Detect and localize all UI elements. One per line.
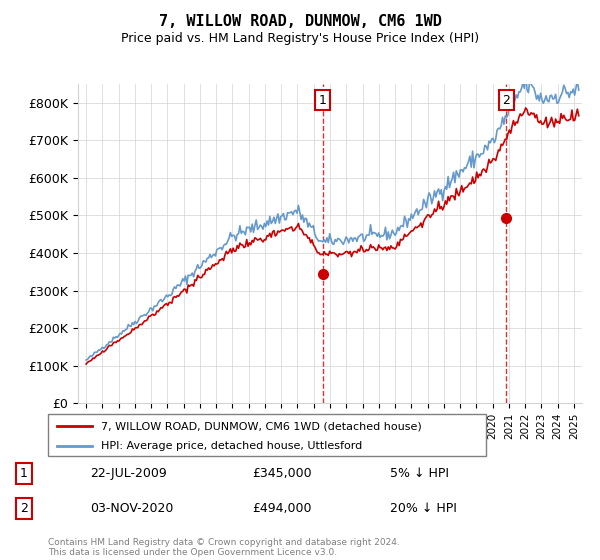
Text: 03-NOV-2020: 03-NOV-2020 — [90, 502, 173, 515]
FancyBboxPatch shape — [48, 414, 486, 456]
Text: £345,000: £345,000 — [252, 467, 311, 480]
Text: 5% ↓ HPI: 5% ↓ HPI — [390, 467, 449, 480]
Text: 7, WILLOW ROAD, DUNMOW, CM6 1WD (detached house): 7, WILLOW ROAD, DUNMOW, CM6 1WD (detache… — [101, 421, 421, 431]
Text: Price paid vs. HM Land Registry's House Price Index (HPI): Price paid vs. HM Land Registry's House … — [121, 32, 479, 45]
Text: Contains HM Land Registry data © Crown copyright and database right 2024.
This d: Contains HM Land Registry data © Crown c… — [48, 538, 400, 557]
Text: 20% ↓ HPI: 20% ↓ HPI — [390, 502, 457, 515]
Text: 7, WILLOW ROAD, DUNMOW, CM6 1WD: 7, WILLOW ROAD, DUNMOW, CM6 1WD — [158, 14, 442, 29]
Text: 1: 1 — [319, 94, 326, 106]
Text: 22-JUL-2009: 22-JUL-2009 — [90, 467, 167, 480]
Text: 2: 2 — [502, 94, 510, 106]
Text: 1: 1 — [20, 467, 28, 480]
Text: 2: 2 — [20, 502, 28, 515]
Text: £494,000: £494,000 — [252, 502, 311, 515]
Text: HPI: Average price, detached house, Uttlesford: HPI: Average price, detached house, Uttl… — [101, 441, 362, 451]
